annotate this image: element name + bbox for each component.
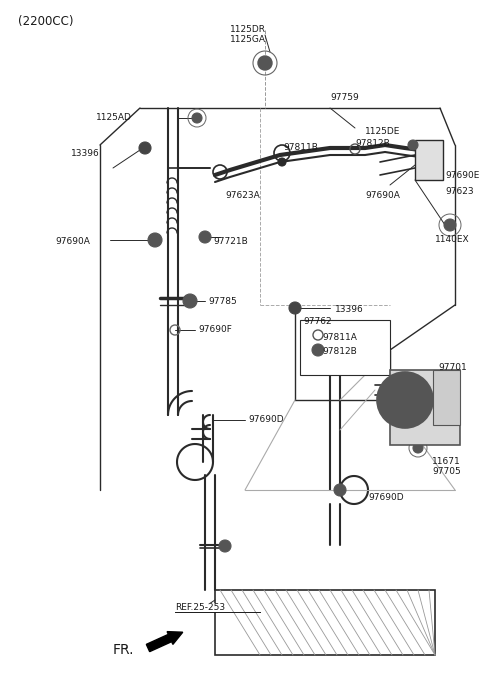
- Circle shape: [258, 56, 272, 70]
- Bar: [390, 370, 460, 445]
- Text: 97705: 97705: [432, 468, 461, 477]
- Text: REF.25-253: REF.25-253: [175, 603, 225, 611]
- Text: 97811B: 97811B: [283, 144, 318, 152]
- Circle shape: [377, 372, 433, 428]
- Text: 11671: 11671: [432, 458, 461, 466]
- Circle shape: [408, 140, 418, 150]
- Text: 97811A: 97811A: [322, 332, 357, 342]
- Text: 97812B: 97812B: [322, 348, 357, 357]
- Bar: [433, 370, 460, 425]
- Text: 97762: 97762: [303, 317, 332, 326]
- Circle shape: [387, 382, 423, 418]
- Text: 97721B: 97721B: [213, 237, 248, 247]
- Circle shape: [334, 484, 346, 496]
- Text: 97690A: 97690A: [365, 191, 400, 200]
- Bar: [300, 320, 390, 375]
- Text: 1125AD: 1125AD: [96, 113, 132, 123]
- Text: FR.: FR.: [113, 643, 134, 657]
- Text: 1125DE: 1125DE: [365, 127, 400, 137]
- Circle shape: [278, 158, 286, 166]
- Circle shape: [289, 302, 301, 314]
- Text: 1125GA: 1125GA: [230, 36, 266, 44]
- FancyArrow shape: [146, 632, 183, 652]
- Circle shape: [219, 540, 231, 552]
- Text: 97690F: 97690F: [198, 326, 232, 334]
- Text: 1140EX: 1140EX: [435, 235, 469, 245]
- Circle shape: [183, 294, 197, 308]
- Text: 97690A: 97690A: [55, 237, 90, 247]
- Text: 97701: 97701: [438, 363, 467, 373]
- Text: 97690E: 97690E: [445, 171, 480, 179]
- Circle shape: [413, 443, 423, 453]
- Circle shape: [312, 344, 324, 356]
- Text: 97690D: 97690D: [248, 415, 284, 425]
- Circle shape: [148, 233, 162, 247]
- Text: (2200CC): (2200CC): [18, 16, 73, 28]
- Text: 13396: 13396: [71, 148, 100, 158]
- Text: 13396: 13396: [335, 305, 364, 315]
- Circle shape: [199, 231, 211, 243]
- Circle shape: [139, 142, 151, 154]
- Bar: [215, 590, 435, 655]
- Circle shape: [444, 219, 456, 231]
- Circle shape: [397, 392, 413, 408]
- Text: 97759: 97759: [330, 94, 359, 102]
- Text: 1125DR: 1125DR: [230, 26, 266, 34]
- Circle shape: [192, 113, 202, 123]
- Text: 97690D: 97690D: [368, 493, 404, 503]
- Text: 97623: 97623: [445, 187, 474, 197]
- Text: 97785: 97785: [208, 297, 237, 307]
- Bar: [415, 140, 443, 180]
- Text: 97812B: 97812B: [355, 138, 390, 148]
- Text: 97623A: 97623A: [225, 191, 260, 200]
